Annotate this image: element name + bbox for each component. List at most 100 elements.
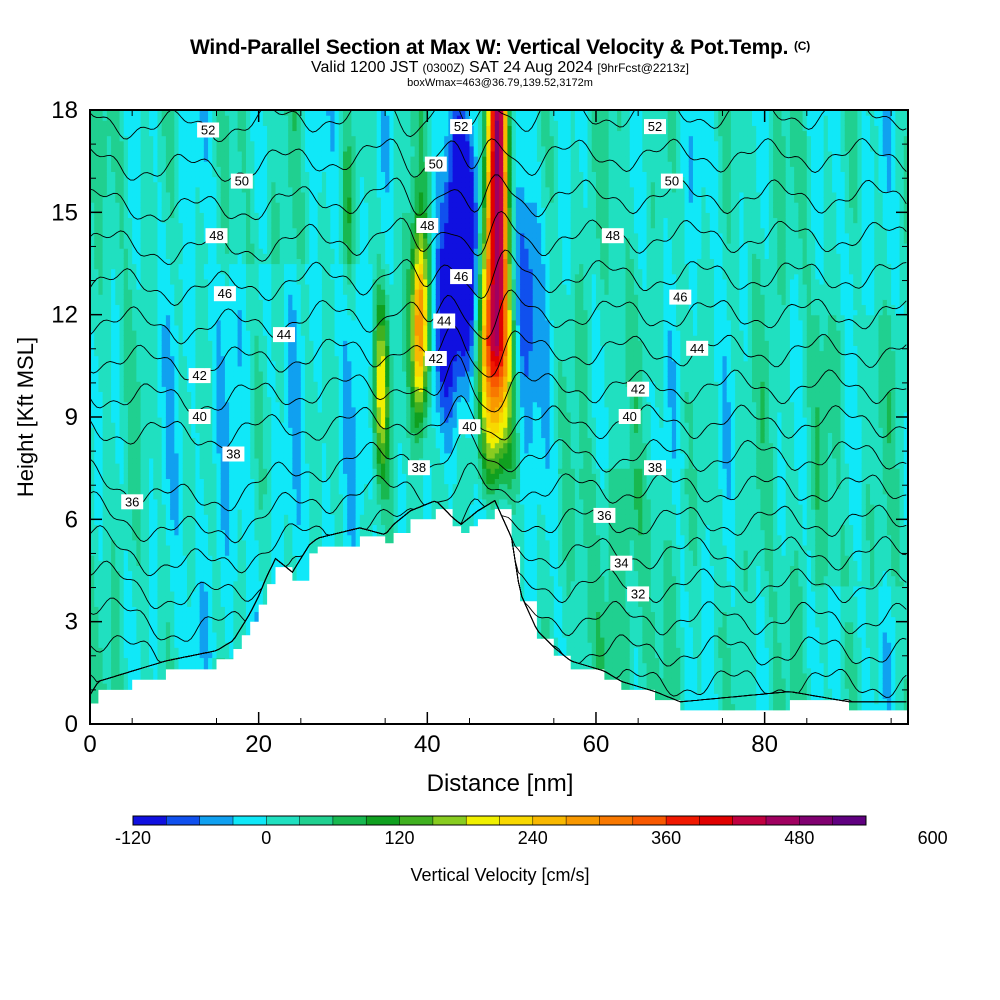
w-cell — [174, 622, 179, 628]
w-cell — [238, 238, 243, 244]
w-cell — [195, 591, 200, 597]
w-cell — [191, 340, 196, 346]
w-cell — [187, 228, 192, 234]
w-cell — [254, 499, 259, 505]
w-cell — [153, 238, 158, 244]
w-cell — [157, 136, 162, 142]
w-cell — [124, 458, 129, 464]
w-cell — [191, 320, 196, 326]
w-cell — [246, 581, 251, 587]
w-cell — [111, 478, 116, 484]
w-cell — [132, 330, 137, 336]
w-cell — [195, 647, 200, 653]
w-cell — [208, 299, 213, 305]
w-cell — [162, 381, 167, 387]
w-cell — [221, 202, 226, 208]
w-cell — [166, 141, 171, 147]
w-cell — [145, 673, 150, 679]
w-cell — [200, 192, 205, 198]
w-cell — [229, 417, 234, 423]
w-cell — [208, 427, 213, 433]
w-cell — [120, 289, 125, 295]
w-cell — [216, 463, 221, 469]
w-cell — [191, 223, 196, 229]
w-cell — [212, 335, 217, 341]
w-cell — [250, 207, 255, 213]
w-cell — [98, 146, 103, 152]
w-cell — [149, 586, 154, 592]
w-cell — [183, 356, 188, 362]
w-cell — [132, 366, 137, 372]
w-cell — [187, 509, 192, 515]
w-cell — [162, 269, 167, 275]
w-cell — [120, 330, 125, 336]
w-cell — [200, 402, 205, 408]
w-cell — [98, 274, 103, 280]
w-cell — [98, 535, 103, 541]
w-cell — [254, 565, 259, 571]
w-cell — [229, 330, 234, 336]
w-cell — [174, 530, 179, 536]
w-cell — [145, 458, 150, 464]
w-cell — [162, 627, 167, 633]
w-cell — [233, 238, 238, 244]
w-cell — [225, 550, 230, 556]
w-cell — [233, 269, 238, 275]
w-cell — [254, 274, 259, 280]
w-cell — [162, 606, 167, 612]
w-cell — [191, 386, 196, 392]
w-cell — [132, 571, 137, 577]
w-cell — [212, 402, 217, 408]
w-cell — [174, 243, 179, 249]
w-cell — [191, 591, 196, 597]
w-cell — [242, 499, 247, 505]
w-cell — [98, 182, 103, 188]
w-cell — [246, 115, 251, 121]
w-cell — [103, 243, 108, 249]
w-cell — [94, 545, 99, 551]
w-cell — [195, 294, 200, 300]
w-cell — [111, 284, 116, 290]
w-cell — [132, 166, 137, 172]
w-cell — [141, 468, 146, 474]
w-cell — [136, 289, 141, 295]
w-cell — [208, 565, 213, 571]
w-cell — [166, 555, 171, 561]
w-cell — [98, 596, 103, 602]
w-cell — [94, 484, 99, 490]
w-cell — [179, 519, 184, 525]
w-cell — [141, 330, 146, 336]
w-cell — [107, 540, 112, 546]
w-cell — [216, 310, 221, 316]
w-cell — [195, 427, 200, 433]
w-cell — [120, 535, 125, 541]
w-cell — [208, 151, 213, 157]
w-cell — [221, 535, 226, 541]
w-cell — [166, 202, 171, 208]
w-cell — [179, 136, 184, 142]
w-cell — [208, 571, 213, 577]
w-cell — [166, 478, 171, 484]
w-cell — [200, 632, 205, 638]
w-cell — [145, 197, 150, 203]
w-cell — [174, 289, 179, 295]
w-cell — [111, 289, 116, 295]
w-cell — [136, 299, 141, 305]
w-cell — [221, 304, 226, 310]
w-cell — [250, 437, 255, 443]
w-cell — [183, 151, 188, 157]
w-cell — [250, 499, 255, 505]
w-cell — [145, 340, 150, 346]
w-cell — [120, 617, 125, 623]
w-cell — [221, 340, 226, 346]
w-cell — [238, 356, 243, 362]
w-cell — [124, 289, 129, 295]
w-cell — [233, 161, 238, 167]
w-cell — [233, 228, 238, 234]
w-cell — [191, 136, 196, 142]
w-cell — [204, 223, 209, 229]
w-cell — [103, 391, 108, 397]
w-cell — [120, 596, 125, 602]
w-cell — [246, 243, 251, 249]
w-cell — [242, 299, 247, 305]
